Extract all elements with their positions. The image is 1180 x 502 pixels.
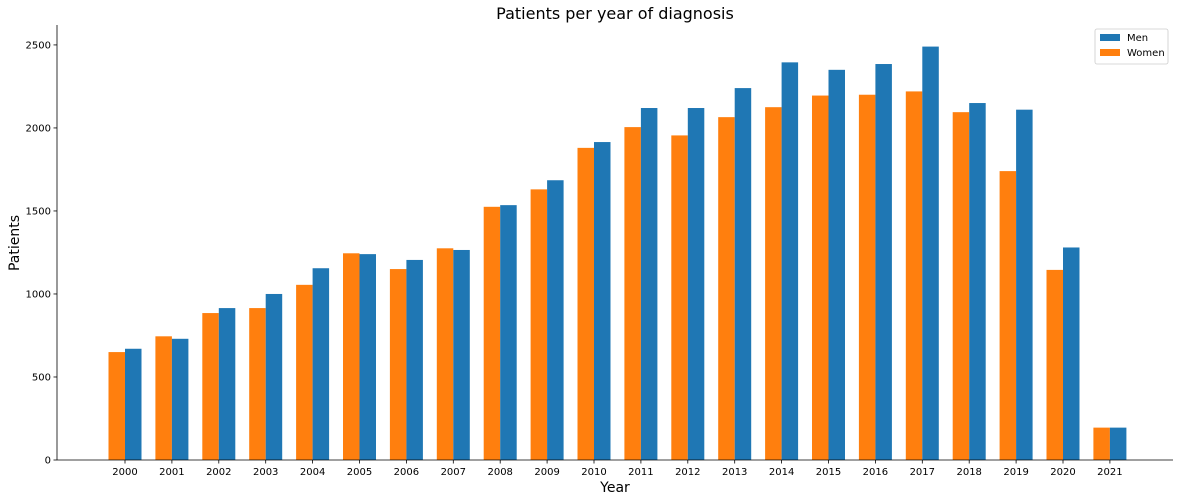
bar-women-2008 — [483, 206, 501, 460]
axes-layer: 2000 2001 2002 2003 2004 2005 2006 2007 2008 2009… — [26, 25, 1173, 478]
bar-men-2005 — [359, 254, 376, 460]
bars-layer — [108, 46, 1127, 461]
bar-men-2007 — [453, 249, 470, 460]
y-tick-label: 1000 — [26, 289, 51, 300]
x-tick-label: 2011 — [628, 467, 653, 478]
bar-men-2016 — [875, 64, 892, 460]
bar-women-2000 — [108, 352, 125, 460]
y-tick-label: 2500 — [26, 40, 51, 51]
x-tick-label: 2008 — [487, 467, 512, 478]
legend-swatch-men — [1100, 34, 1120, 41]
x-tick-label: 2007 — [441, 467, 466, 478]
legend-label-women: Women — [1127, 48, 1165, 59]
bar-women-2021 — [1093, 427, 1110, 460]
bar-women-2020 — [1046, 269, 1063, 460]
bar-women-2007 — [436, 248, 454, 460]
bar-men-2012 — [687, 108, 705, 461]
bar-men-2002 — [218, 308, 236, 460]
legend-label-men: Men — [1127, 33, 1148, 44]
x-tick-label: 2001 — [159, 467, 184, 478]
x-tick-label: 2017 — [910, 467, 935, 478]
x-tick-label: 2016 — [863, 467, 888, 478]
bar-men-2020 — [1063, 247, 1080, 460]
x-tick-label: 2012 — [675, 467, 700, 478]
x-tick-label: 2014 — [769, 467, 794, 478]
bar-men-2018 — [969, 103, 986, 460]
bar-women-2003 — [249, 308, 266, 460]
bar-women-2009 — [530, 189, 548, 460]
x-tick-label: 2018 — [956, 467, 981, 478]
bar-men-2008 — [500, 205, 517, 460]
bar-women-2019 — [999, 171, 1017, 460]
bar-men-2004 — [312, 268, 330, 460]
bar-men-2014 — [781, 62, 799, 460]
bar-women-2012 — [671, 135, 688, 460]
bar-men-2015 — [828, 69, 845, 460]
bar-women-2017 — [905, 91, 923, 460]
bar-men-2017 — [922, 46, 939, 460]
y-tick-label: 500 — [32, 372, 51, 383]
x-tick-label: 2006 — [394, 467, 419, 478]
x-tick-label: 2003 — [253, 467, 278, 478]
x-tick-label: 2019 — [1003, 467, 1028, 478]
x-tick-label: 2000 — [112, 467, 137, 478]
bar-men-2021 — [1109, 427, 1127, 460]
bar-women-2004 — [296, 284, 313, 460]
bar-men-2010 — [594, 142, 611, 461]
bar-men-2009 — [547, 180, 564, 460]
bar-women-2005 — [343, 253, 360, 460]
bar-men-2001 — [171, 338, 189, 460]
x-tick-label: 2004 — [300, 467, 325, 478]
bar-women-2001 — [155, 336, 172, 460]
bar-men-2013 — [734, 88, 752, 460]
bar-women-2015 — [812, 95, 829, 460]
y-tick-label: 0 — [45, 456, 51, 467]
x-tick-label: 2009 — [534, 467, 559, 478]
x-tick-label: 2015 — [816, 467, 841, 478]
bar-women-2018 — [952, 112, 970, 461]
bar-men-2011 — [640, 108, 658, 461]
x-tick-label: 2005 — [347, 467, 372, 478]
x-tick-label: 2021 — [1097, 467, 1122, 478]
legend-swatch-women — [1100, 49, 1120, 56]
y-tick-label: 1500 — [26, 206, 51, 217]
chart-title: Patients per year of diagnosis — [496, 4, 734, 23]
y-tick-label: 2000 — [26, 123, 51, 134]
y-axis-label: Patients — [7, 215, 23, 271]
bar-men-2000 — [125, 348, 142, 460]
bar-women-2002 — [202, 313, 219, 460]
x-tick-label: 2010 — [581, 467, 606, 478]
bar-women-2016 — [858, 94, 876, 461]
bar-men-2019 — [1016, 109, 1033, 461]
x-axis-label: Year — [599, 480, 630, 496]
bar-women-2010 — [577, 147, 594, 460]
bar-women-2013 — [718, 117, 735, 461]
bar-men-2003 — [265, 293, 283, 460]
bar-women-2014 — [765, 107, 782, 460]
x-tick-label: 2013 — [722, 467, 747, 478]
bar-women-2006 — [389, 269, 407, 460]
x-tick-label: 2020 — [1050, 467, 1075, 478]
bar-men-2006 — [406, 259, 423, 460]
x-tick-label: 2002 — [206, 467, 231, 478]
bar-women-2011 — [624, 127, 641, 461]
legend: Men Women — [1094, 28, 1169, 65]
